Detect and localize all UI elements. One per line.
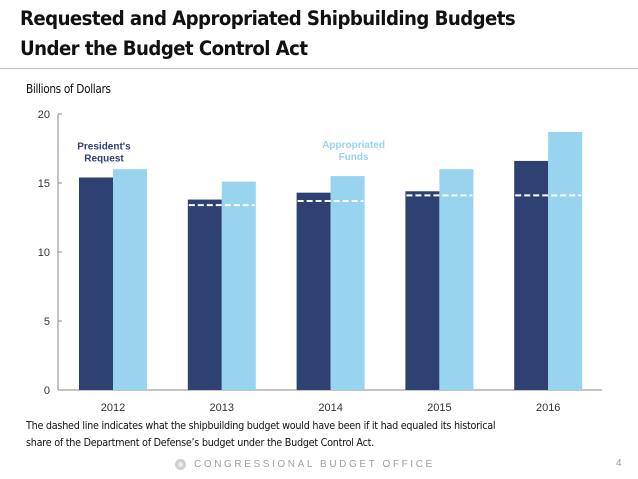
bar-appropriated-funds	[221, 181, 256, 390]
bar-chart: 0 5 10 15 20 2012 2013 2014 2015 2016 President's…	[38, 109, 602, 414]
axes: 0 5 10 15 20	[38, 109, 602, 397]
bar-appropriated-funds	[548, 131, 583, 390]
footer-org-name: CONGRESSIONAL BUDGET OFFICE	[194, 459, 435, 470]
bar-presidents-request	[296, 192, 331, 390]
y-axis-unit-label: Billions of Dollars	[26, 82, 111, 96]
bars	[79, 131, 583, 390]
page-number: 4	[616, 458, 622, 469]
title-line-1: Requested and Appropriated Shipbuilding …	[20, 7, 516, 30]
legend-label-presidents-request: President's	[77, 141, 131, 152]
chart-note: The dashed line indicates what the shipb…	[26, 418, 541, 452]
x-tick-label: 2015	[427, 402, 451, 414]
y-tick-label: 0	[44, 385, 50, 397]
legend-label-presidents-request: Request	[84, 153, 124, 164]
title-line-2: Under the Budget Control Act	[20, 37, 308, 60]
legend-label-appropriated-funds: Appropriated	[322, 140, 385, 151]
y-tick-label: 15	[38, 178, 50, 190]
bar-presidents-request	[187, 199, 222, 390]
bar-appropriated-funds	[439, 169, 474, 390]
bar-presidents-request	[79, 177, 113, 390]
x-tick-label: 2012	[101, 402, 125, 414]
cbo-logo-icon	[175, 459, 186, 470]
y-tick-label: 20	[38, 109, 50, 121]
y-tick-label: 10	[38, 247, 50, 259]
bar-presidents-request	[514, 160, 549, 390]
title-divider	[0, 68, 638, 69]
x-tick-label: 2014	[318, 402, 342, 414]
note-line-1: The dashed line indicates what the shipb…	[26, 420, 496, 432]
legend-label-appropriated-funds: Funds	[339, 152, 369, 163]
x-tick-label: 2016	[536, 402, 560, 414]
slide-title: Requested and Appropriated Shipbuilding …	[20, 4, 516, 64]
x-tick-label: 2013	[210, 402, 234, 414]
footer: CONGRESSIONAL BUDGET OFFICE	[175, 459, 435, 470]
bar-presidents-request	[405, 191, 440, 390]
note-line-2: share of the Department of Defense’s bud…	[26, 437, 374, 449]
bar-appropriated-funds	[113, 169, 147, 390]
y-tick-label: 5	[44, 316, 50, 328]
bar-appropriated-funds	[330, 176, 365, 390]
reference-lines	[188, 194, 582, 207]
